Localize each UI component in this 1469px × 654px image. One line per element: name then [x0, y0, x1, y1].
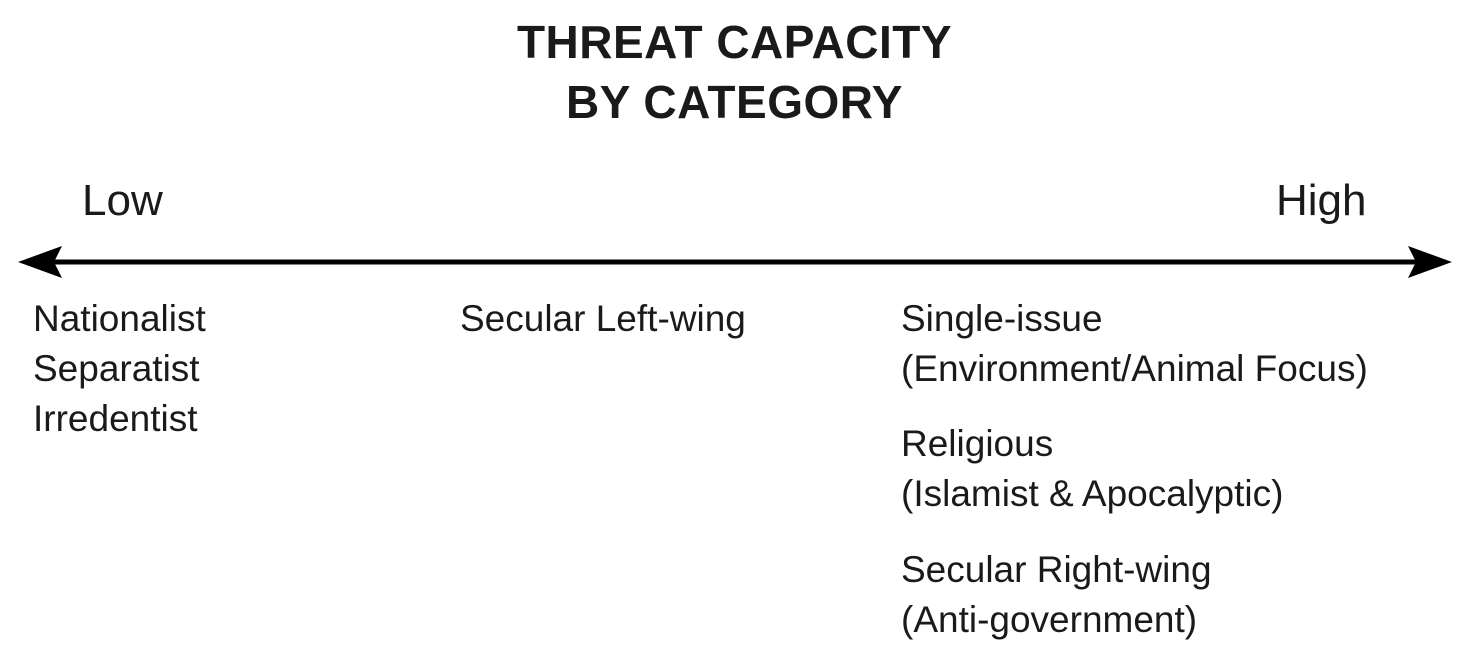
category-detail: (Environment/Animal Focus)	[901, 348, 1368, 389]
category-separatist: Separatist	[33, 348, 200, 389]
right-arrowhead-icon	[1408, 246, 1452, 278]
category-secular-left-wing: Secular Left-wing	[460, 298, 746, 339]
category-name: Single-issue	[901, 298, 1103, 339]
high-capacity-category-single-issue: Single-issue (Environment/Animal Focus)	[901, 294, 1368, 394]
threat-axis	[18, 246, 1452, 278]
category-irredentist: Irredentist	[33, 398, 198, 439]
low-capacity-categories: Nationalist Separatist Irredentist	[33, 294, 206, 444]
high-capacity-category-religious: Religious (Islamist & Apocalyptic)	[901, 419, 1283, 519]
scale-low-label: Low	[82, 176, 163, 225]
title-line-1: THREAT CAPACITY	[516, 16, 953, 68]
category-name: Secular Right-wing	[901, 549, 1212, 590]
mid-capacity-categories: Secular Left-wing	[460, 294, 746, 344]
high-capacity-category-secular-right-wing: Secular Right-wing (Anti-government)	[901, 545, 1212, 645]
scale-high-label: High	[1276, 176, 1367, 225]
category-nationalist: Nationalist	[33, 298, 206, 339]
category-detail: (Islamist & Apocalyptic)	[901, 473, 1284, 514]
category-detail: (Anti-government)	[901, 599, 1198, 640]
title-line-2: BY CATEGORY	[566, 76, 903, 128]
category-name: Religious	[901, 423, 1054, 464]
left-arrowhead-icon	[18, 246, 62, 278]
diagram-title: THREAT CAPACITY BY CATEGORY	[0, 12, 1469, 132]
